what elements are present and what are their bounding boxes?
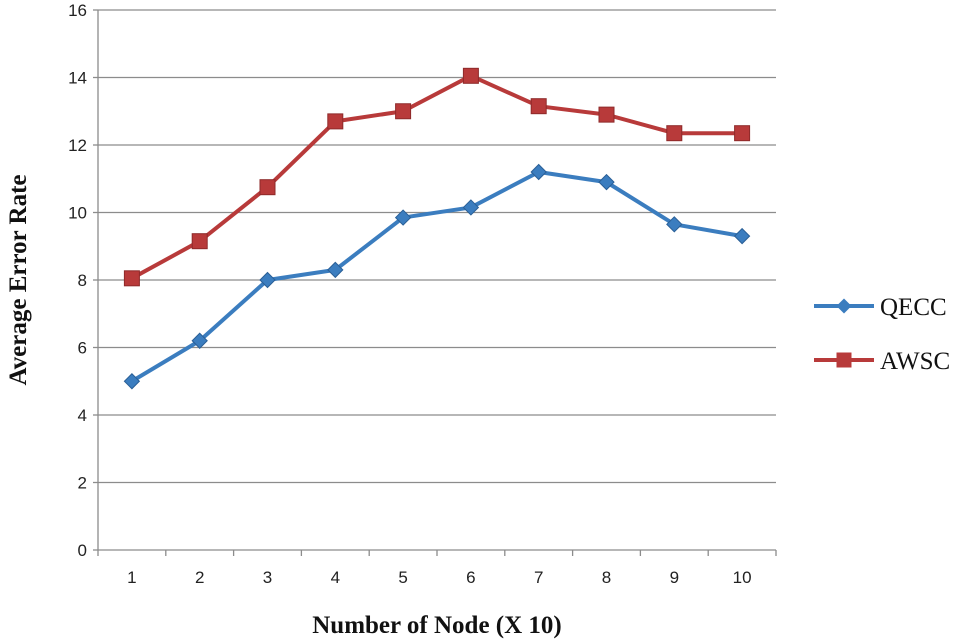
data-point-awsc <box>530 98 547 115</box>
legend-label: QECC <box>880 294 947 321</box>
y-tick-label: 6 <box>78 339 87 358</box>
y-tick-label: 12 <box>68 136 87 155</box>
data-point-qecc <box>191 332 208 349</box>
x-tick-label: 9 <box>670 568 679 587</box>
x-tick-label: 6 <box>466 568 475 587</box>
data-point-qecc <box>327 261 344 279</box>
y-tick-label: 8 <box>78 271 87 290</box>
data-point-qecc <box>530 163 547 181</box>
y-tick-label: 4 <box>78 406 87 425</box>
x-tick-label: 1 <box>127 568 136 587</box>
series-qecc <box>123 163 751 390</box>
data-point-qecc <box>598 173 615 191</box>
data-point-awsc <box>259 179 276 196</box>
data-point-awsc <box>395 103 412 120</box>
x-tick-label: 5 <box>398 568 407 587</box>
x-tick-label: 10 <box>733 568 752 587</box>
data-point-awsc <box>123 270 140 287</box>
x-tick-label: 4 <box>331 568 340 587</box>
data-point-qecc <box>123 373 141 390</box>
x-axis-title: Number of Node (X 10) <box>312 612 562 639</box>
data-point-awsc <box>598 106 615 123</box>
y-axis-title: Average Error Rate <box>5 174 32 385</box>
x-tick-label: 3 <box>263 568 272 587</box>
legend-marker <box>836 352 852 368</box>
y-tick-label: 14 <box>68 69 87 88</box>
data-point-qecc <box>462 199 480 216</box>
legend: QECC AWSC <box>814 294 950 375</box>
series-line-awsc <box>130 73 743 281</box>
y-tick-label: 2 <box>78 474 87 493</box>
legend-item-awsc: AWSC <box>814 348 950 375</box>
series-layer <box>123 67 751 390</box>
x-tick-label: 2 <box>195 568 204 587</box>
data-point-qecc <box>394 209 412 226</box>
y-tick-label: 10 <box>68 204 87 223</box>
series-awsc <box>123 67 751 287</box>
legend-marker <box>836 298 852 314</box>
legend-item-qecc: QECC <box>814 294 947 321</box>
y-tick-label: 16 <box>68 1 87 20</box>
data-point-qecc <box>259 271 276 289</box>
data-point-qecc <box>733 227 751 245</box>
x-tick-label: 7 <box>534 568 543 587</box>
data-point-awsc <box>734 125 751 142</box>
data-point-awsc <box>327 113 344 130</box>
data-point-qecc <box>666 216 683 233</box>
y-tick-label: 0 <box>78 541 87 560</box>
data-point-awsc <box>666 125 683 142</box>
data-point-awsc <box>462 67 479 84</box>
data-point-awsc <box>191 233 208 250</box>
legend-label: AWSC <box>880 348 950 375</box>
x-tick-label: 8 <box>602 568 611 587</box>
series-line-qecc <box>130 170 743 383</box>
